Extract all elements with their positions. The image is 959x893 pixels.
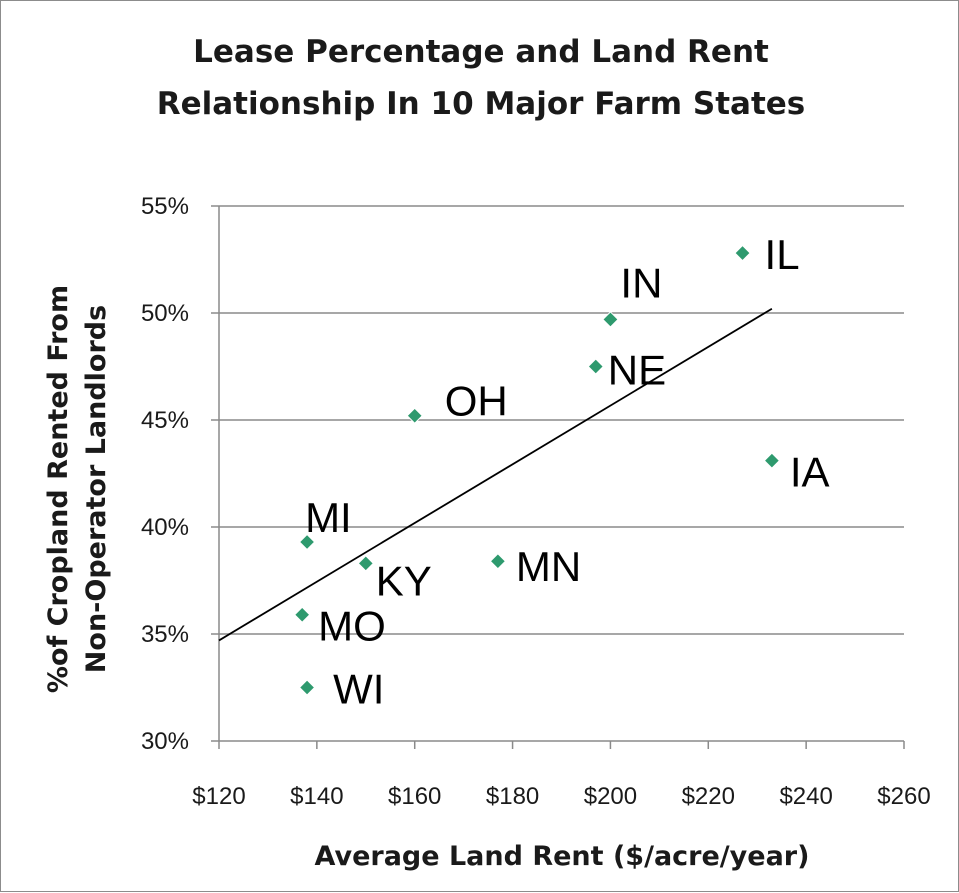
x-tick-label-120: $120 [192,783,245,810]
data-points [293,244,781,696]
point-il [734,244,751,262]
y-axis-title-line-2: Non-Operator Landlords [81,305,112,673]
point-label-ky: KY [376,557,432,604]
chart-title-line-1: Lease Percentage and Land Rent [193,34,769,70]
point-label-mi: MI [305,494,352,541]
point-label-wi: WI [333,666,384,713]
point-labels: IL IN NE OH IA MI KY MN MO WI [305,231,830,712]
point-label-mn: MN [516,543,581,590]
chart-title-line-2: Relationship In 10 Major Farm States [157,86,806,122]
x-tick-label-160: $160 [388,783,441,810]
y-tick-labels: 30% 35% 40% 45% 50% 55% [141,193,189,755]
x-tick-labels: $120 $140 $160 $180 $200 $220 $240 $260 [192,783,930,810]
x-tick-label-240: $240 [779,783,832,810]
point-label-ia: IA [790,449,830,496]
point-mi [298,533,316,551]
y-tick-label-30: 30% [141,728,189,755]
point-mo [293,606,311,623]
y-tick-label-50: 50% [141,300,189,327]
point-ia [763,452,781,469]
y-tick-label-35: 35% [141,621,189,648]
trendline [218,307,773,642]
point-label-oh: OH [445,378,508,425]
trendline-group [218,307,773,642]
x-tick-label-140: $140 [290,783,343,810]
y-axis-title-line-1: %of Cropland Rented From [43,285,74,693]
point-oh [406,407,423,424]
point-wi [298,679,316,696]
x-tick-label-180: $180 [486,783,539,810]
point-label-in: IN [620,259,662,306]
point-label-mo: MO [318,603,386,650]
point-label-il: IL [765,231,800,278]
axes [211,205,905,749]
y-tick-label-45: 45% [141,407,189,434]
x-tick-label-220: $220 [682,783,735,810]
x-tick-label-200: $200 [584,783,637,810]
point-mn [489,553,507,570]
x-axis-title: Average Land Rent ($/acre/year) [315,841,810,872]
point-ky [357,555,374,572]
gridlines [219,205,904,635]
y-axis-title: %of Cropland Rented From Non-Operator La… [43,285,112,693]
point-label-ne: NE [608,347,666,394]
y-tick-label-40: 40% [141,514,189,541]
point-in [602,311,619,328]
x-tick-label-260: $260 [877,783,930,810]
y-tick-label-55: 55% [141,193,189,220]
point-ne [587,358,604,375]
